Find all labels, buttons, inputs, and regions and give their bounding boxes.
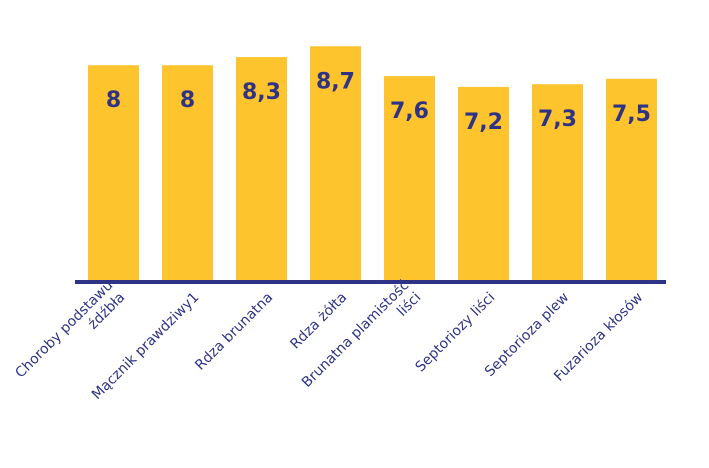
bar (162, 65, 213, 283)
bar (236, 57, 287, 283)
bar (458, 86, 509, 282)
bar (310, 46, 361, 283)
value-labels-group: 8 8 8,3 8,7 7,6 7,2 7,3 7,5 (106, 69, 651, 135)
bar-value-label: 8,7 (316, 69, 355, 94)
category-label: Rdza brunatna (192, 290, 276, 374)
bar-value-label: 8 (180, 88, 195, 113)
bars-group (88, 46, 657, 283)
bar-value-label: 8 (106, 88, 121, 113)
bar-value-label: 7,2 (464, 110, 503, 135)
bar (88, 65, 139, 283)
bar-value-label: 7,5 (612, 102, 651, 127)
bar-value-label: 8,3 (242, 80, 281, 105)
bar (606, 78, 657, 282)
bar (532, 84, 583, 283)
category-label-line: Choroby podstawu (12, 277, 116, 381)
bar-value-label: 7,3 (538, 107, 577, 132)
category-label-line: Septoriozy liści (412, 290, 498, 376)
bar-value-label: 7,6 (390, 99, 429, 124)
category-label-line: Rdza brunatna (192, 290, 276, 374)
category-label: Septoriozy liści (412, 290, 498, 376)
bar (384, 76, 435, 282)
